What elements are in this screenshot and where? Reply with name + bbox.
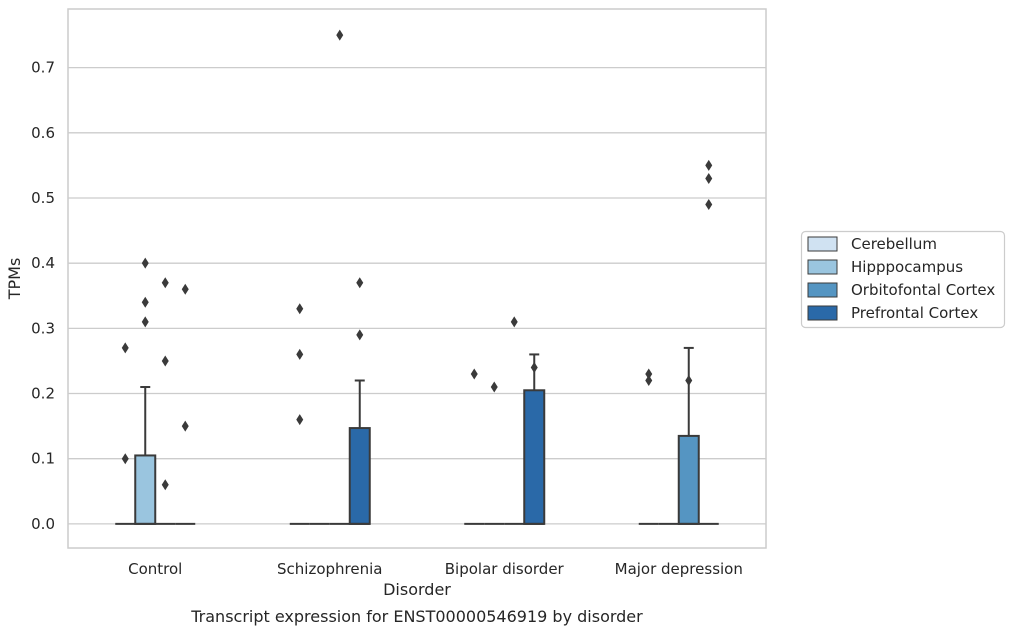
x-tick-label: Bipolar disorder [445,560,565,578]
box [523,389,546,525]
outlier-point [645,368,653,380]
outlier-point [141,296,149,308]
outlier-point [181,283,189,295]
outlier-point [161,355,169,367]
outlier-point [161,277,169,289]
legend: Cerebellum Hipppocampus Orbitofontal Corte… [800,230,1006,329]
outlier-point [705,199,713,211]
legend-swatch [807,305,838,321]
outlier-point [296,348,304,360]
y-tick-label: 0.2 [31,385,55,403]
y-tick-label: 0.4 [31,254,55,272]
y-tick-label: 0.1 [31,450,55,468]
y-tick-label: 0.3 [31,319,55,337]
outlier-point [470,368,478,380]
outlier-point [141,257,149,269]
legend-label: Orbitofontal Cortex [851,281,995,299]
x-axis-title: Disorder [383,580,451,599]
outlier-point [336,29,344,41]
outlier-point [296,303,304,315]
outlier-point [685,374,693,386]
outlier-point [356,277,364,289]
legend-swatch [807,259,838,275]
x-tick-label: Major depression [615,560,743,578]
outlier-point [490,381,498,393]
legend-label: Cerebellum [851,235,937,253]
legend-label: Hipppocampus [851,258,963,276]
outlier-point [141,316,149,328]
plot-marks [115,29,719,525]
outlier-point [121,453,129,465]
y-tick-label: 0.5 [31,189,55,207]
y-tick-label: 0.7 [31,59,55,77]
box [134,454,157,525]
box [348,427,371,525]
y-tick-label: 0.0 [31,515,55,533]
chart-caption: Transcript expression for ENST0000054691… [190,607,643,626]
outlier-point [121,342,129,354]
outlier-point [705,172,713,184]
legend-label: Prefrontal Cortex [851,304,978,322]
legend-swatch [807,236,838,252]
y-axis-title: TPMs [5,258,24,301]
outlier-point [181,420,189,432]
legend-frame [800,230,1006,329]
x-tick-label: Control [128,560,182,578]
outlier-point [645,374,653,386]
x-tick-label: Schizophrenia [277,560,382,578]
legend-swatch [807,282,838,298]
outlier-point [510,316,518,328]
y-axis-ticks: 0.0 0.1 0.2 0.3 0.4 0.5 0.6 0.7 [31,59,55,533]
outlier-point [705,159,713,171]
outlier-point [530,361,538,373]
grid-lines [68,67,766,525]
x-axis-ticks: Control Schizophrenia Bipolar disorder Majo… [128,560,743,578]
plot-frame [67,8,767,549]
y-tick-label: 0.6 [31,124,55,142]
outlier-point [356,329,364,341]
outlier-point [161,479,169,491]
box [677,434,700,525]
outlier-point [296,414,304,426]
